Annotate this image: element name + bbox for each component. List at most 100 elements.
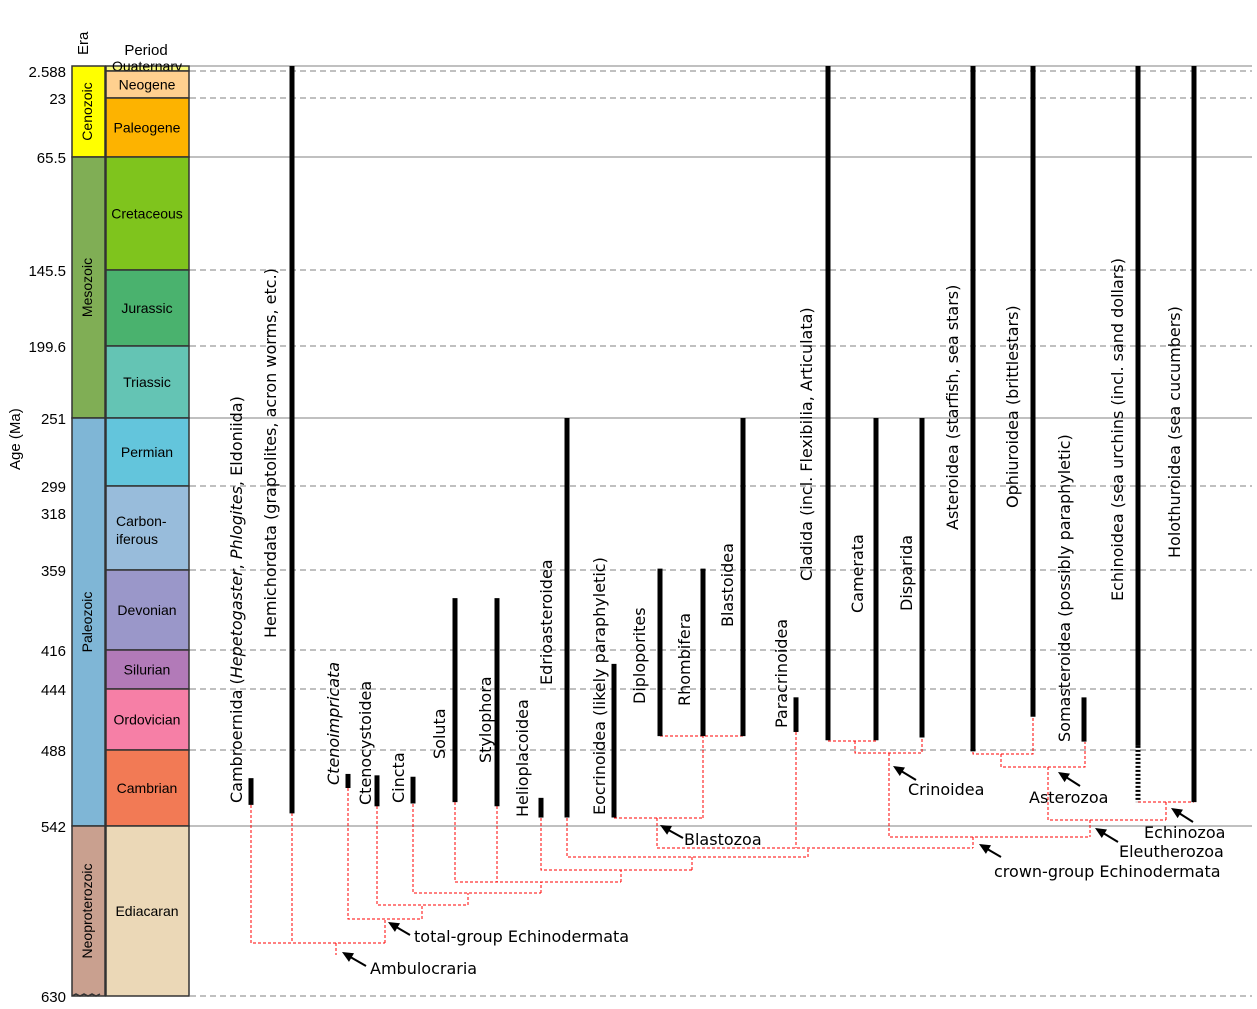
- phylogenetic-tree: [250, 717, 1194, 955]
- taxon-label-part: Stylophora: [476, 676, 495, 763]
- period-label: Paleogene: [114, 120, 181, 136]
- period-box: [105, 97, 190, 158]
- period-column: Quaternary Neogene Paleogene Cretaceous Jura…: [105, 58, 190, 997]
- tree-branch: [566, 818, 808, 858]
- period-label: Ediacaran: [115, 903, 178, 919]
- era-box: [71, 417, 106, 827]
- period-label: Silurian: [124, 662, 171, 678]
- taxon-label: Cladida (incl. Flexibilia, Articulata): [797, 307, 816, 581]
- tree-branch: [250, 805, 385, 944]
- arrowhead-icon: [893, 766, 905, 776]
- period-box: [105, 156, 190, 271]
- taxon-label: Rhombifera: [675, 613, 694, 706]
- clade-label: Asterozoa: [1029, 788, 1108, 807]
- arrowhead-icon: [660, 825, 673, 835]
- taxon-label: Echinoidea (sea urchins (incl. sand doll…: [1108, 258, 1127, 601]
- period-box: [105, 417, 190, 487]
- taxon-label: Ctenocystoidea: [356, 681, 375, 805]
- period-box: [105, 485, 190, 571]
- taxon-label-part: Cambroernida (: [227, 678, 246, 803]
- taxon-label-part: Ctenoimpricata: [324, 662, 343, 785]
- taxon-label-part: Blastoidea: [718, 543, 737, 627]
- taxon-label-part: Camerata: [848, 534, 867, 613]
- unconformity-mark: [71, 993, 101, 997]
- clade-label: Echinozoa: [1144, 823, 1225, 842]
- arrowhead-icon: [1058, 772, 1070, 783]
- taxon-label: Somasteroidea (possibly paraphyletic): [1055, 434, 1074, 742]
- taxon-label-part: Edrioasteroidea: [537, 559, 556, 685]
- clade-label: Crinoidea: [908, 780, 984, 799]
- period-box: [105, 569, 190, 651]
- taxon-label: Helioplacoidea: [513, 699, 532, 817]
- taxon-label-part: Cincta: [389, 752, 408, 803]
- arrowhead-icon: [979, 844, 992, 854]
- taxon-label-part: Ophiuroidea (brittlestars): [1003, 305, 1022, 508]
- taxon-label: Camerata: [848, 534, 867, 613]
- taxon-label-part: Soluta: [430, 708, 449, 759]
- taxon-label-part: Hepetogaster: [227, 568, 246, 678]
- period-box: [105, 70, 190, 99]
- taxon-label-part: Ctenocystoidea: [356, 681, 375, 805]
- taxon-label-part: Rhombifera: [675, 613, 694, 706]
- tick-label: 488: [41, 743, 66, 760]
- era-label: Mesozoic: [79, 258, 95, 317]
- tick-label: 318: [41, 506, 66, 523]
- tick-label: 65.5: [37, 150, 66, 167]
- taxon-label-part: Diploporites: [630, 607, 649, 704]
- taxon-label: Disparida: [897, 535, 916, 611]
- clade-label: crown-group Echinodermata: [994, 862, 1221, 881]
- arrowhead-icon: [1095, 828, 1107, 838]
- taxon-label: Hemichordata (graptolites, acron worms, …: [261, 268, 280, 638]
- period-label: Permian: [121, 444, 173, 460]
- taxon-label-part: Holothuroidea (sea cucumbers): [1165, 306, 1184, 558]
- taxon-label: Edrioasteroidea: [537, 559, 556, 685]
- taxon-label: Blastoidea: [718, 543, 737, 627]
- tick-label: 199.6: [28, 339, 66, 356]
- period-box: [105, 269, 190, 347]
- tree-branch: [972, 717, 1034, 755]
- tree-branch: [656, 818, 973, 849]
- tree-branch: [888, 753, 1090, 838]
- tick-label: 359: [41, 563, 66, 580]
- clade-label: Eleutherozoa: [1119, 842, 1224, 861]
- taxon-label: Cincta: [389, 752, 408, 803]
- taxon-label-part: Phlogites: [227, 486, 246, 559]
- tree-branch: [376, 806, 468, 906]
- clade-labels: Ambulocraria total-group Echinodermata Bla…: [342, 766, 1225, 978]
- tree-branch: [347, 788, 422, 920]
- taxon-ranges: [248, 66, 1197, 818]
- period-box: [105, 825, 190, 997]
- period-label: iferous: [116, 531, 158, 547]
- arrowhead-icon: [388, 922, 401, 932]
- tick-label: 299: [41, 479, 66, 496]
- taxon-label-part: Eocrinoidea (likely paraphyletic): [590, 557, 609, 815]
- taxon-label-part: Hemichordata (graptolites, acron worms, …: [261, 268, 280, 638]
- period-label: Jurassic: [121, 300, 172, 316]
- tree-branch: [1047, 767, 1166, 821]
- period-label: Devonian: [117, 602, 176, 618]
- tick-label: 23: [49, 91, 66, 108]
- taxon-label: Soluta: [430, 708, 449, 759]
- taxon-label-part: Paracrinoidea: [772, 619, 791, 728]
- tree-branch: [454, 802, 621, 883]
- taxon-label-part: Echinoidea (sea urchins (incl. sand doll…: [1108, 258, 1127, 601]
- era-label: Paleozoic: [79, 592, 95, 653]
- taxon-label: Stylophora: [476, 676, 495, 763]
- tick-label: 2.588: [28, 64, 66, 81]
- taxon-labels: Cambroernida (Hepetogaster, Phlogites, E…: [227, 258, 1184, 817]
- tick-label: 251: [41, 411, 66, 428]
- era-column: Cenozoic Mesozoic Paleozoic Neoproterozoic: [71, 65, 106, 997]
- tree-branch: [854, 737, 923, 754]
- taxon-label: Ctenoimpricata: [324, 662, 343, 785]
- era-box: [71, 156, 106, 419]
- period-label: Quaternary: [112, 58, 182, 74]
- taxon-label-part: Cladida (incl. Flexibilia, Articulata): [797, 307, 816, 581]
- taxon-label: Diploporites: [630, 607, 649, 704]
- taxon-label-part: Helioplacoidea: [513, 699, 532, 817]
- period-label: Neogene: [119, 77, 176, 93]
- tree-branch: [540, 818, 692, 871]
- era-header: Era: [75, 31, 92, 55]
- age-axis: 2.588 23 65.5 145.5 199.6 251 299 318 359 416 444 4…: [28, 64, 101, 1006]
- taxon-label: Holothuroidea (sea cucumbers): [1165, 306, 1184, 558]
